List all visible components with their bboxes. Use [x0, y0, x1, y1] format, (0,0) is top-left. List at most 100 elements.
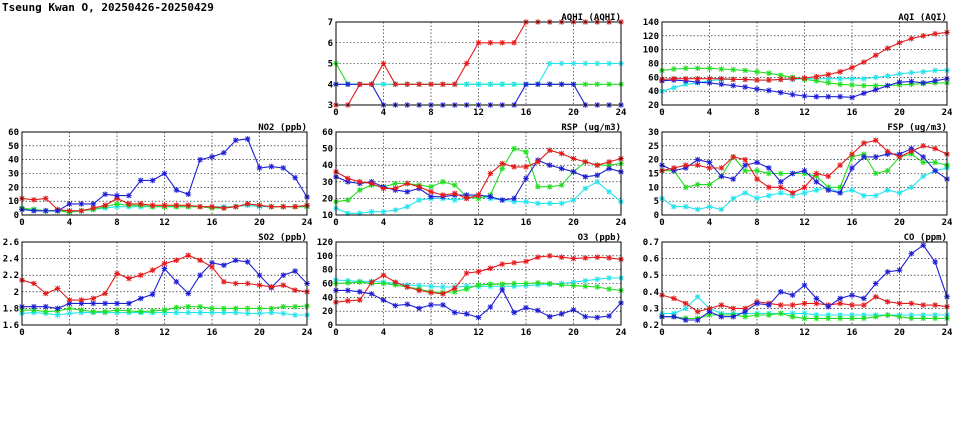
co-point: [932, 315, 938, 322]
rsp-point: [606, 159, 612, 165]
rsp-point: [475, 195, 482, 202]
no2-point: [102, 202, 108, 209]
rsp-point: [594, 172, 601, 178]
rsp-point: [558, 150, 565, 157]
aqhi-point: [451, 81, 458, 88]
so2-point: [268, 305, 275, 312]
aqi-point: [849, 82, 855, 88]
o3-point: [356, 279, 363, 285]
co-point: [872, 280, 879, 287]
x-tick-label: 0: [333, 108, 338, 118]
aqhi-point: [594, 81, 601, 88]
aqi-point: [837, 81, 843, 88]
x-tick-label: 16: [847, 218, 858, 228]
fsp-point: [920, 154, 927, 160]
so2-point: [185, 252, 192, 259]
fsp-point: [932, 159, 938, 166]
o3-point: [558, 254, 565, 261]
no2-point: [292, 174, 298, 181]
so2-point: [292, 287, 298, 293]
so2-point: [280, 272, 287, 278]
co-point: [932, 259, 938, 265]
plot-frame: [661, 131, 948, 216]
o3-point: [345, 280, 351, 286]
no2-point: [292, 203, 298, 210]
no2-point: [114, 201, 120, 207]
so2-point: [185, 290, 192, 297]
o3-point: [558, 282, 565, 288]
aqi-point: [777, 72, 784, 79]
co-point: [671, 313, 677, 320]
so2-point: [209, 305, 215, 312]
fsp-point: [742, 156, 748, 163]
rsp-point: [392, 180, 399, 187]
plot-frame: [335, 131, 622, 216]
aqi-point: [861, 82, 867, 89]
rsp-point: [451, 197, 458, 203]
so2-point: [102, 290, 108, 297]
rsp-point: [451, 182, 458, 188]
aqhi-point: [594, 60, 601, 67]
co-point: [837, 315, 843, 322]
o3-point: [475, 282, 482, 288]
chart-aqhi: 0 4 8 12 16 20 24 3 4 5 6 7 AQHI (AQHI): [314, 13, 627, 124]
fsp-point: [872, 170, 879, 177]
chart-o3: 0 4 8 12 16 20 24 0 20 40 60 80 100 120 O3 (ppb): [314, 233, 627, 344]
chart-no2: 0 4 8 12 16 20 24 0 10 20 30 40 50 60 NO2 (ppb): [0, 123, 313, 234]
fsp-point: [872, 137, 879, 144]
rsp-point: [606, 165, 612, 172]
so2-point: [232, 280, 239, 287]
rsp-point: [392, 207, 399, 213]
o3-point: [368, 291, 375, 297]
x-tick-label: 12: [799, 108, 810, 118]
no2-point: [232, 137, 239, 144]
no2-point: [197, 203, 203, 210]
y-tick-label: 0.7: [643, 238, 659, 248]
y-tick-label: 6: [328, 39, 333, 49]
o3-point: [345, 297, 351, 304]
so2-point: [221, 262, 227, 269]
y-tick-label: 0.3: [643, 304, 659, 314]
rsp-point: [392, 185, 399, 192]
x-tick-label: 20: [254, 218, 265, 228]
y-tick-label: 0.6: [643, 255, 659, 265]
co-point: [706, 308, 713, 315]
no2-point: [232, 203, 239, 210]
o3-point: [368, 279, 375, 285]
co-point: [813, 300, 820, 307]
co-point: [801, 300, 808, 307]
x-tick-label: 4: [67, 328, 73, 338]
y-tick-label: 1.6: [3, 321, 19, 331]
aqhi-point: [428, 81, 434, 88]
no2-point: [137, 177, 144, 184]
y-tick-label: 2: [14, 288, 19, 298]
rsp-point: [487, 193, 494, 200]
fsp-point: [789, 190, 796, 196]
fsp-point: [694, 156, 701, 163]
co-point: [861, 312, 867, 318]
y-tick-label: 0.2: [643, 321, 659, 331]
o3-point: [404, 284, 411, 290]
o3-point: [356, 289, 363, 295]
fsp-point: [671, 203, 677, 210]
co-point: [896, 300, 903, 307]
no2-point: [280, 165, 287, 171]
rsp-point: [345, 175, 351, 182]
no2-point: [268, 203, 275, 210]
o3-point: [570, 306, 577, 313]
y-tick-label: 20: [322, 194, 333, 204]
so2-point: [197, 272, 203, 278]
aqhi-point: [570, 81, 577, 88]
aqhi-svg: 0 4 8 12 16 20 24 3 4 5 6 7 AQHI (AQHI): [328, 13, 627, 118]
so2-point: [90, 308, 97, 315]
aqi-point: [896, 79, 903, 85]
aqi-point: [766, 77, 772, 83]
fsp-point: [884, 187, 891, 193]
o3-point: [582, 313, 589, 320]
co-point: [801, 282, 808, 288]
o3-point: [440, 284, 446, 290]
co-point: [694, 293, 701, 300]
so2-point: [197, 257, 203, 264]
fsp-point: [813, 187, 820, 193]
rsp-point: [570, 155, 577, 162]
